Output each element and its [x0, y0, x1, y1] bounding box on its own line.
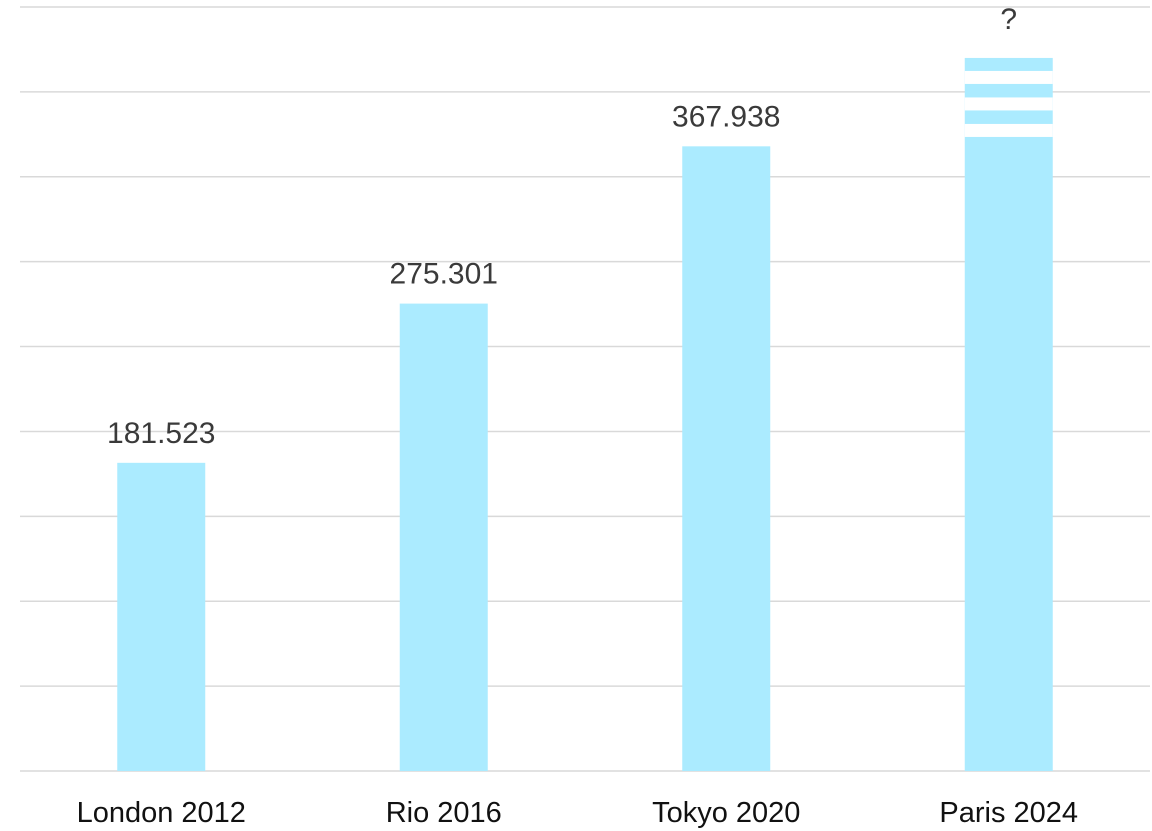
unknown-stripe: [964, 123, 1053, 137]
data-label: 275.301: [390, 258, 498, 291]
gridlines: [20, 6, 1150, 772]
data-labels: 181.523 275.301 367.938?: [107, 3, 1017, 450]
bar-tokyo-2020: [682, 146, 771, 771]
bar-london-2012: [117, 462, 206, 771]
data-label: ?: [1000, 3, 1017, 36]
category-label: Paris 2024: [939, 797, 1078, 829]
unknown-stripe: [964, 97, 1053, 111]
data-label: 367.938: [672, 100, 780, 133]
unknown-stripe: [964, 70, 1053, 84]
category-label: London 2012: [77, 797, 246, 829]
data-label: 181.523: [107, 417, 215, 450]
bar-rio-2016: [399, 303, 488, 771]
category-label: Tokyo 2020: [652, 797, 800, 829]
category-label: Rio 2016: [386, 797, 502, 829]
bar-paris-2024: [964, 57, 1053, 771]
category-labels: London 2012 Rio 2016 Tokyo 2020 Paris 2024: [77, 797, 1079, 829]
bars: [117, 57, 1053, 771]
